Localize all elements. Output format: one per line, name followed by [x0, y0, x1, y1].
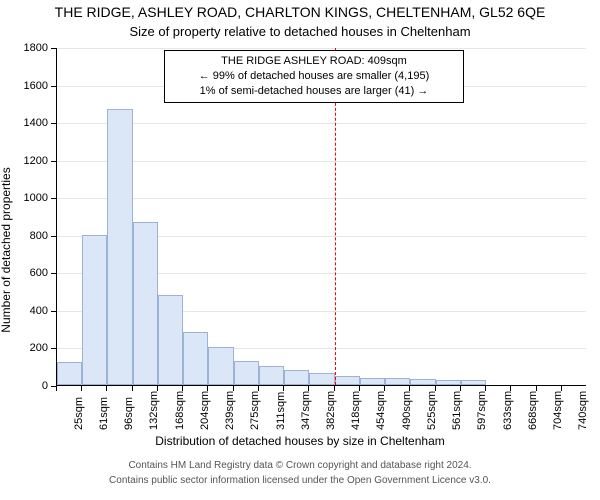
y-tick-mark	[51, 311, 56, 312]
y-tick-mark	[51, 48, 56, 49]
x-tick-mark	[409, 386, 410, 391]
x-tick-mark	[132, 386, 133, 391]
x-tick-label: 25sqm	[73, 397, 85, 430]
histogram-bar	[309, 373, 334, 385]
gridline	[57, 48, 586, 49]
x-tick-mark	[334, 386, 335, 391]
x-axis-label: Distribution of detached houses by size …	[0, 434, 600, 448]
x-tick-label: 239sqm	[224, 391, 236, 430]
footer-copyright: Contains HM Land Registry data © Crown c…	[0, 460, 600, 471]
chart-subtitle: Size of property relative to detached ho…	[0, 24, 600, 39]
y-tick-label: 200	[30, 342, 48, 354]
x-tick-mark	[56, 386, 57, 391]
histogram-bar	[335, 376, 360, 385]
y-tick-label: 1800	[24, 42, 48, 54]
info-line-3: 1% of semi-detached houses are larger (4…	[171, 84, 457, 99]
x-tick-label: 418sqm	[350, 391, 362, 430]
x-tick-mark	[182, 386, 183, 391]
histogram-bar	[57, 362, 82, 385]
y-tick-label: 1200	[24, 155, 48, 167]
y-tick-mark	[51, 123, 56, 124]
x-tick-label: 96sqm	[123, 397, 135, 430]
x-tick-mark	[485, 386, 486, 391]
x-tick-mark	[359, 386, 360, 391]
x-tick-mark	[106, 386, 107, 391]
y-tick-mark	[51, 198, 56, 199]
x-tick-label: 347sqm	[300, 391, 312, 430]
x-tick-label: 668sqm	[527, 391, 539, 430]
histogram-bar	[234, 361, 259, 385]
histogram-bar	[259, 366, 284, 385]
histogram-bar	[208, 347, 233, 385]
x-tick-label: 561sqm	[451, 391, 463, 430]
x-tick-label: 204sqm	[199, 391, 211, 430]
histogram-bar	[183, 332, 208, 385]
y-tick-mark	[51, 273, 56, 274]
gridline	[57, 198, 586, 199]
x-tick-mark	[233, 386, 234, 391]
x-tick-mark	[207, 386, 208, 391]
x-tick-mark	[258, 386, 259, 391]
x-tick-label: 454sqm	[375, 391, 387, 430]
x-tick-label: 633sqm	[502, 391, 514, 430]
x-tick-mark	[460, 386, 461, 391]
y-tick-mark	[51, 348, 56, 349]
x-tick-mark	[157, 386, 158, 391]
x-tick-mark	[510, 386, 511, 391]
x-tick-label: 704sqm	[552, 391, 564, 430]
gridline	[57, 161, 586, 162]
x-tick-mark	[81, 386, 82, 391]
y-tick-label: 1000	[24, 192, 48, 204]
y-tick-mark	[51, 161, 56, 162]
y-tick-label: 0	[42, 380, 48, 392]
y-tick-label: 800	[30, 230, 48, 242]
y-tick-label: 600	[30, 267, 48, 279]
x-tick-label: 382sqm	[325, 391, 337, 430]
y-tick-label: 1600	[24, 80, 48, 92]
histogram-bar	[158, 295, 183, 385]
x-tick-mark	[308, 386, 309, 391]
x-tick-label: 275sqm	[249, 391, 261, 430]
histogram-bar	[410, 379, 435, 385]
histogram-bar	[360, 378, 385, 386]
x-tick-label: 168sqm	[174, 391, 186, 430]
x-tick-label: 525sqm	[426, 391, 438, 430]
x-tick-label: 311sqm	[275, 392, 287, 430]
x-tick-label: 132sqm	[148, 391, 160, 430]
chart-title: THE RIDGE, ASHLEY ROAD, CHARLTON KINGS, …	[0, 4, 600, 20]
y-axis-label: Number of detached properties	[0, 167, 13, 332]
y-tick-mark	[51, 86, 56, 87]
histogram-bar	[461, 380, 486, 385]
x-tick-label: 61sqm	[98, 397, 110, 430]
x-tick-mark	[435, 386, 436, 391]
x-tick-label: 740sqm	[577, 391, 589, 430]
x-tick-mark	[561, 386, 562, 391]
chart-container: THE RIDGE, ASHLEY ROAD, CHARLTON KINGS, …	[0, 0, 600, 500]
info-line-2: ← 99% of detached houses are smaller (4,…	[171, 69, 457, 84]
x-tick-mark	[283, 386, 284, 391]
x-tick-label: 490sqm	[401, 391, 413, 430]
y-tick-label: 1400	[24, 117, 48, 129]
y-tick-label: 400	[30, 305, 48, 317]
footer-licence: Contains public sector information licen…	[0, 475, 600, 486]
histogram-bar	[385, 378, 410, 385]
histogram-bar	[107, 109, 132, 385]
x-tick-label: 597sqm	[476, 391, 488, 430]
histogram-bar	[284, 370, 309, 385]
x-tick-mark	[536, 386, 537, 391]
info-box: THE RIDGE ASHLEY ROAD: 409sqm← 99% of de…	[164, 50, 464, 103]
y-tick-mark	[51, 236, 56, 237]
gridline	[57, 123, 586, 124]
histogram-bar	[436, 380, 461, 385]
info-line-1: THE RIDGE ASHLEY ROAD: 409sqm	[171, 54, 457, 69]
x-tick-mark	[384, 386, 385, 391]
histogram-bar	[82, 235, 107, 385]
histogram-bar	[133, 222, 158, 385]
